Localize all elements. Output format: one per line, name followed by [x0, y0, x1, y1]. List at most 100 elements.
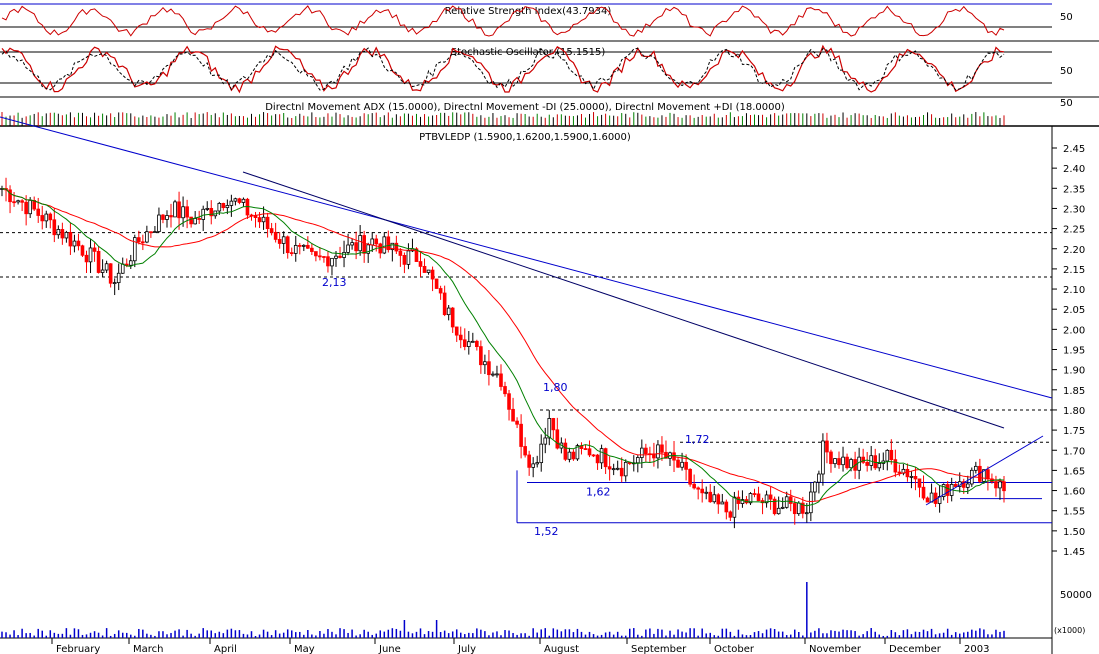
candle-body [519, 423, 523, 447]
candle-body [92, 247, 97, 252]
candle-body [366, 244, 371, 254]
price-label: PTBVLEDP (1.5900,1.6200,1.5900,1.6000) [419, 132, 631, 143]
candle-body [551, 418, 556, 431]
candle-body [193, 218, 197, 225]
candle-body [547, 418, 552, 439]
candle-body [471, 340, 475, 343]
month-label: June [378, 644, 401, 654]
candle-body [20, 200, 24, 203]
rsi-level-label: 50 [1060, 12, 1073, 23]
price-annotation: 1,80 [543, 381, 568, 394]
candle-body [974, 465, 978, 471]
candle-body [124, 263, 129, 266]
candle-body [567, 451, 572, 460]
candle-body [720, 501, 725, 505]
candle-body [571, 451, 576, 460]
price-tick-label: 1.70 [1063, 446, 1085, 457]
candle-body [84, 254, 89, 263]
candle-body [623, 461, 628, 477]
candle-body [24, 201, 28, 215]
candle-body [728, 511, 733, 518]
price-tick-label: 2.00 [1063, 325, 1085, 336]
candle-body [88, 247, 93, 263]
candle-body [700, 488, 705, 494]
candle-body [402, 255, 407, 265]
candle-body [293, 244, 298, 254]
candle-body [788, 496, 793, 504]
candle-body [764, 494, 769, 504]
candle-body [945, 484, 950, 496]
candle-body [342, 252, 346, 258]
candle-body [245, 198, 250, 216]
candle-body [149, 231, 153, 234]
volume-tick-label: 50000 [1060, 590, 1092, 601]
candle-body [462, 339, 467, 347]
candle-body [483, 361, 487, 366]
candle-body [281, 236, 286, 244]
candle-body [354, 242, 358, 252]
candle-body [426, 269, 431, 273]
candle-body [16, 200, 20, 203]
candle-body [322, 256, 326, 258]
candle-body [112, 282, 117, 285]
candle-body [458, 334, 463, 341]
candle-body [141, 241, 145, 244]
candle-body [221, 203, 226, 209]
candle-body [752, 493, 757, 495]
candle-body [72, 240, 77, 247]
candle-body [792, 503, 797, 515]
candle-body [289, 252, 294, 255]
candle-body [40, 215, 45, 222]
candle-body [100, 269, 105, 273]
month-label: July [457, 644, 476, 654]
stochastic-panel: Stochastic Oscillator (15.1515) 50 [0, 44, 1099, 98]
candle-body [442, 292, 447, 316]
candle-body [595, 454, 600, 464]
candle-body [450, 307, 455, 328]
month-label: October [714, 644, 755, 654]
candle-body [587, 448, 592, 456]
candle-body [277, 238, 282, 244]
price-tick-label: 2.10 [1063, 285, 1085, 296]
month-axis: February March April May June July August Septe… [51, 638, 989, 654]
candle-body [285, 236, 290, 254]
candle-body [986, 469, 990, 480]
candle-body [825, 440, 829, 453]
candle-body [128, 260, 133, 266]
long-moving-average-line [1, 188, 1005, 503]
candle-body [434, 278, 439, 289]
candle-body [479, 346, 483, 366]
candle-body [635, 457, 640, 464]
price-tick-label: 2.05 [1063, 305, 1085, 316]
candle-body [495, 373, 499, 376]
trendline-second [242, 171, 1005, 429]
price-tick-label: 2.25 [1063, 225, 1085, 236]
candle-body [740, 499, 745, 504]
candle-body [36, 208, 41, 216]
candle-body [583, 448, 588, 450]
candle-body [684, 461, 688, 470]
candle-body [998, 481, 1002, 489]
candle-body [889, 449, 894, 461]
candle-body [865, 461, 869, 466]
price-tick-label: 1.95 [1063, 346, 1085, 357]
price-tick-label: 1.65 [1063, 466, 1085, 477]
candle-body [849, 459, 853, 469]
candle-body [994, 481, 998, 489]
candle-body [877, 463, 882, 469]
candle-body [499, 373, 503, 387]
candle-body [708, 491, 713, 503]
candle-body [961, 481, 966, 488]
price-tick-label: 2.15 [1063, 265, 1085, 276]
candle-body [346, 244, 350, 253]
candle-body [466, 341, 471, 347]
candle-body [845, 456, 849, 469]
price-panel: PTBVLEDP (1.5900,1.6200,1.5900,1.6000) 2… [0, 116, 1085, 654]
candle-body [422, 265, 427, 273]
candle-body [8, 189, 12, 203]
candle-body [821, 440, 825, 475]
candle-body [394, 242, 399, 252]
rsi-label: Relative Strength Index(43.7934) [445, 6, 612, 17]
price-annotations: 2,13 1,80 1,72 1,62 1,52 [322, 276, 710, 538]
price-tick-label: 2.20 [1063, 245, 1085, 256]
